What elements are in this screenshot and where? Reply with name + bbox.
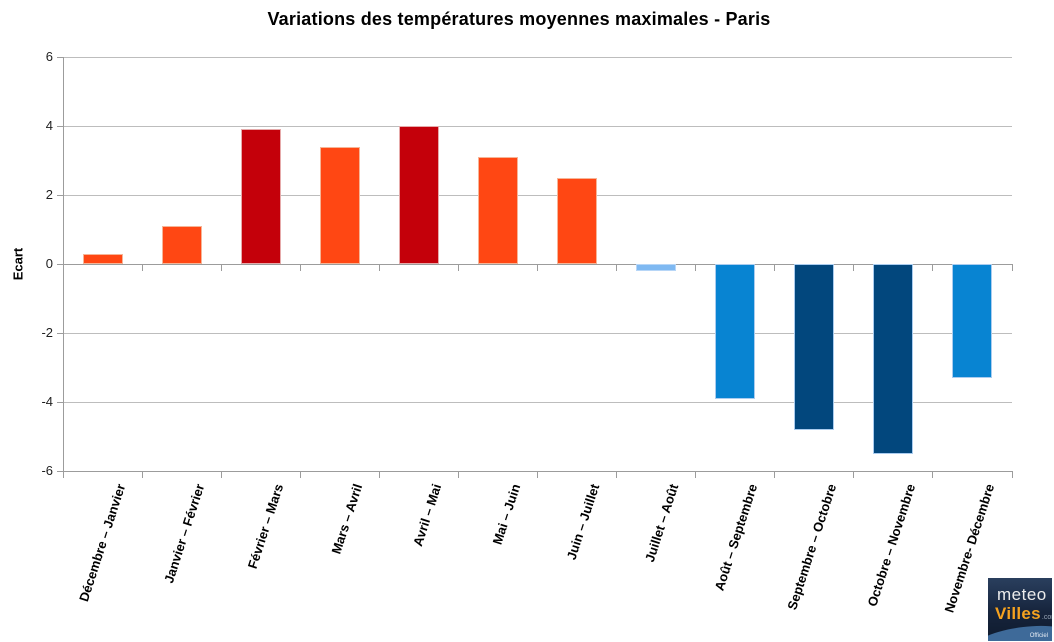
x-axis-tick xyxy=(853,471,855,478)
x-axis-tick xyxy=(220,264,222,271)
bar-Avril – Mai xyxy=(398,126,439,264)
bar-Mai – Juin xyxy=(477,157,518,264)
x-axis-tick xyxy=(1011,471,1013,478)
x-axis-tick xyxy=(141,471,143,478)
x-axis-tick xyxy=(616,471,618,478)
gridline--4 xyxy=(63,401,1012,403)
gridline-2 xyxy=(63,194,1012,196)
gridline-4 xyxy=(63,125,1012,127)
bar-Juin – Juillet xyxy=(557,177,598,264)
logo-text-row: Villes.com xyxy=(995,604,1052,624)
x-axis-label: Juillet – Août xyxy=(642,482,682,564)
x-axis-tick xyxy=(932,471,934,478)
bar-Février – Mars xyxy=(240,129,281,264)
x-axis-tick xyxy=(62,471,64,478)
x-axis-tick xyxy=(853,264,855,271)
x-axis-tick xyxy=(457,471,459,478)
logo-text-villes: Villes xyxy=(995,604,1041,623)
bar-Octobre – Novembre xyxy=(873,264,914,454)
x-axis-label: Décembre – Janvier xyxy=(75,482,128,604)
x-axis-tick xyxy=(1011,264,1013,271)
y-axis-tick xyxy=(57,401,63,403)
y-axis-tick xyxy=(57,332,63,334)
y-tick-label: 0 xyxy=(45,256,53,271)
y-axis-tick xyxy=(57,470,63,472)
y-axis-line xyxy=(63,57,64,478)
y-axis-tick xyxy=(57,56,63,58)
x-axis-label: Janvier – Février xyxy=(160,482,207,585)
logo-text-com: .com xyxy=(1041,614,1052,621)
x-axis-label: Avril – Mai xyxy=(409,482,445,549)
x-axis-tick xyxy=(537,471,538,478)
x-axis-tick xyxy=(299,264,301,271)
x-axis-tick xyxy=(141,264,143,271)
bar-Septembre – Octobre xyxy=(794,264,835,430)
x-axis-label: Février – Mars xyxy=(244,482,286,571)
bar-Janvier – Février xyxy=(161,226,202,264)
bar-Mars – Avril xyxy=(319,146,360,264)
y-tick-label: -2 xyxy=(41,325,53,340)
gridline--2 xyxy=(63,332,1012,334)
x-axis-tick xyxy=(695,264,697,271)
y-axis-tick xyxy=(57,194,63,196)
y-tick-label: 6 xyxy=(45,49,53,64)
logo-text-meteo: meteo xyxy=(997,585,1047,604)
x-axis-label: Mai – Juin xyxy=(489,482,524,547)
x-axis-tick xyxy=(457,264,459,271)
x-axis-tick xyxy=(774,471,776,478)
x-axis-tick xyxy=(378,471,380,478)
y-tick-label: -4 xyxy=(41,394,53,409)
bar-Novembre- Décembre xyxy=(952,264,993,378)
x-axis-tick xyxy=(932,264,934,271)
logo-background: meteo Villes.com Officiel xyxy=(988,578,1052,641)
bar-Août – Septembre xyxy=(715,264,756,399)
x-axis-label: Juin – Juillet xyxy=(563,482,603,562)
x-axis-tick xyxy=(774,264,776,271)
x-axis-tick xyxy=(62,264,64,271)
bar-Juillet – Août xyxy=(636,264,677,271)
x-axis-label: Mars – Avril xyxy=(328,482,366,556)
chart-title: Variations des températures moyennes max… xyxy=(267,9,771,29)
x-axis-tick xyxy=(220,471,222,478)
y-axis-tick xyxy=(57,125,63,127)
y-axis-tick xyxy=(57,263,63,265)
logo-officiel-badge: Officiel xyxy=(1029,633,1048,639)
x-axis-tick xyxy=(378,264,380,271)
x-axis-tick xyxy=(616,264,618,271)
y-tick-label: 4 xyxy=(45,118,53,133)
y-tick-label: -6 xyxy=(41,463,53,478)
x-axis-tick xyxy=(299,471,301,478)
meteovilles-logo: meteo Villes.com Officiel xyxy=(988,578,1052,641)
bar-Décembre – Janvier xyxy=(82,253,123,264)
gridline-6 xyxy=(63,56,1012,58)
x-axis-label: Octobre – Novembre xyxy=(864,482,919,609)
x-axis-tick xyxy=(695,471,697,478)
y-tick-label: 2 xyxy=(45,187,53,202)
x-axis-label: Septembre – Octobre xyxy=(784,482,840,612)
x-axis-label: Août – Septembre xyxy=(711,482,761,593)
x-axis-tick xyxy=(537,264,538,271)
